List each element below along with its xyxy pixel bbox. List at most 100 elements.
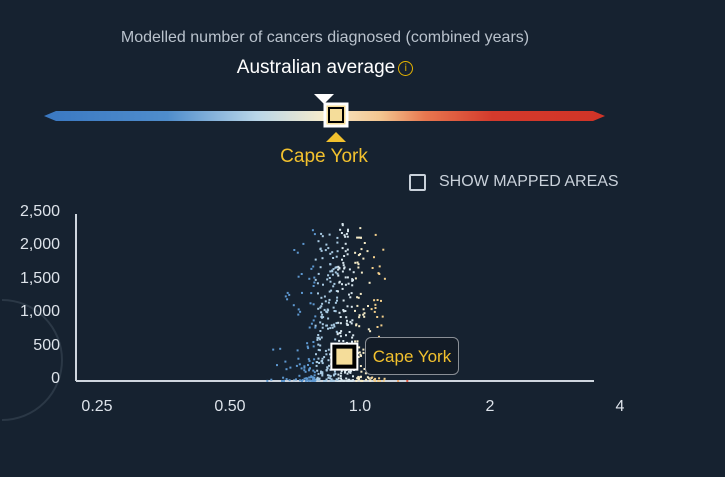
scatter-point xyxy=(314,326,317,329)
scatter-point xyxy=(339,335,342,338)
scatter-point xyxy=(286,298,289,301)
scatter-point xyxy=(373,310,376,313)
scatter-point xyxy=(358,236,360,239)
scatter-point xyxy=(352,379,354,382)
scatter-point xyxy=(337,274,340,277)
scatter-point xyxy=(354,277,357,280)
scatter-point xyxy=(321,371,324,374)
scatter-point xyxy=(314,258,317,261)
scatter-point xyxy=(360,354,362,357)
scatter-point xyxy=(342,299,345,302)
average-label-text: Australian average xyxy=(236,57,396,78)
scatter-point xyxy=(299,310,302,313)
scatter-point xyxy=(321,326,324,329)
scatter-point xyxy=(308,379,311,382)
scatter-point xyxy=(352,334,355,337)
scatter-point xyxy=(368,281,371,284)
scatter-point xyxy=(331,379,334,382)
scatter-point xyxy=(289,366,292,369)
scatter-point xyxy=(332,268,335,271)
scatter-point xyxy=(331,326,334,329)
scatter-point xyxy=(308,359,311,362)
scatter-point xyxy=(311,362,314,365)
selected-pointer xyxy=(326,132,346,142)
scatter-point xyxy=(334,372,337,375)
y-tick-label: 1,000 xyxy=(19,303,60,321)
scatter-point xyxy=(319,344,322,347)
scatter-point xyxy=(313,377,316,379)
scatter-point xyxy=(354,309,356,312)
scatter-point xyxy=(357,296,360,299)
scale-selected-marker-inner xyxy=(328,107,344,123)
scatter-point xyxy=(345,322,348,325)
scatter-point xyxy=(282,376,285,379)
scatter-point xyxy=(336,272,339,275)
scatter-point xyxy=(310,267,313,270)
scatter-point xyxy=(340,377,342,380)
x-tick-label: 0.25 xyxy=(81,398,113,415)
scatter-point xyxy=(295,378,297,381)
show-mapped-areas-checkbox[interactable] xyxy=(409,173,426,191)
scatter-point xyxy=(331,251,334,254)
scatter-point xyxy=(366,250,369,253)
scatter-point xyxy=(320,249,323,252)
scatter-point xyxy=(367,305,369,307)
scatter-point xyxy=(321,257,324,260)
scatter-point xyxy=(285,368,288,371)
scatter-point xyxy=(344,250,347,253)
average-marker xyxy=(314,94,334,104)
scatter-point xyxy=(352,279,354,282)
scatter-point xyxy=(327,327,329,330)
scatter-point xyxy=(316,338,319,341)
scatter-point xyxy=(397,380,400,382)
scatter-point xyxy=(338,339,341,342)
x-tick-label: 1.0 xyxy=(348,398,372,415)
highlight-tooltip: Cape York xyxy=(365,337,459,375)
scatter-point xyxy=(362,257,365,260)
scatter-point xyxy=(341,283,343,286)
scatter-point xyxy=(319,330,322,332)
scatter-point xyxy=(322,283,324,286)
scatter-point xyxy=(313,374,316,377)
show-mapped-areas-toggle[interactable]: SHOW MAPPED AREAS xyxy=(409,173,619,191)
scatter-point xyxy=(383,377,386,380)
scatter-point xyxy=(305,379,308,382)
scatter-point xyxy=(344,310,347,312)
scatter-point xyxy=(315,353,317,356)
scatter-point xyxy=(367,377,370,380)
scatter-point xyxy=(330,289,333,292)
scatter-point xyxy=(342,261,345,264)
scatter-point xyxy=(303,369,306,372)
scatter-point xyxy=(357,263,360,266)
info-icon[interactable]: i xyxy=(398,61,414,76)
scatter-point xyxy=(339,316,342,318)
scatter-point xyxy=(370,308,373,311)
scatter-point xyxy=(320,232,323,235)
scatter-point xyxy=(340,330,343,333)
scatter-point xyxy=(344,283,347,286)
scatter-point xyxy=(324,349,327,352)
scatter-point xyxy=(327,376,330,379)
scatter-point xyxy=(350,305,353,308)
scatter-point xyxy=(306,377,309,380)
scatter-point xyxy=(316,336,319,339)
scatter-point xyxy=(362,313,365,316)
scatter-point xyxy=(333,370,336,373)
scatter-point xyxy=(332,306,335,309)
y-tick-label: 500 xyxy=(33,336,60,354)
scatter-point xyxy=(365,378,368,381)
scatter-point xyxy=(293,379,296,382)
scatter-point xyxy=(362,308,365,311)
scatter-point xyxy=(381,315,384,318)
scale-selected-marker[interactable] xyxy=(323,102,349,128)
scatter-point xyxy=(327,274,330,277)
scatter-point xyxy=(371,376,374,379)
scatter-point xyxy=(327,348,330,351)
scatter-point xyxy=(329,377,332,380)
scatter-point xyxy=(363,242,366,244)
scatter-point xyxy=(338,311,341,314)
scatter-point xyxy=(350,322,353,325)
scatter-point xyxy=(343,267,346,270)
scatter-point xyxy=(308,326,311,329)
scatter-point xyxy=(307,347,310,350)
